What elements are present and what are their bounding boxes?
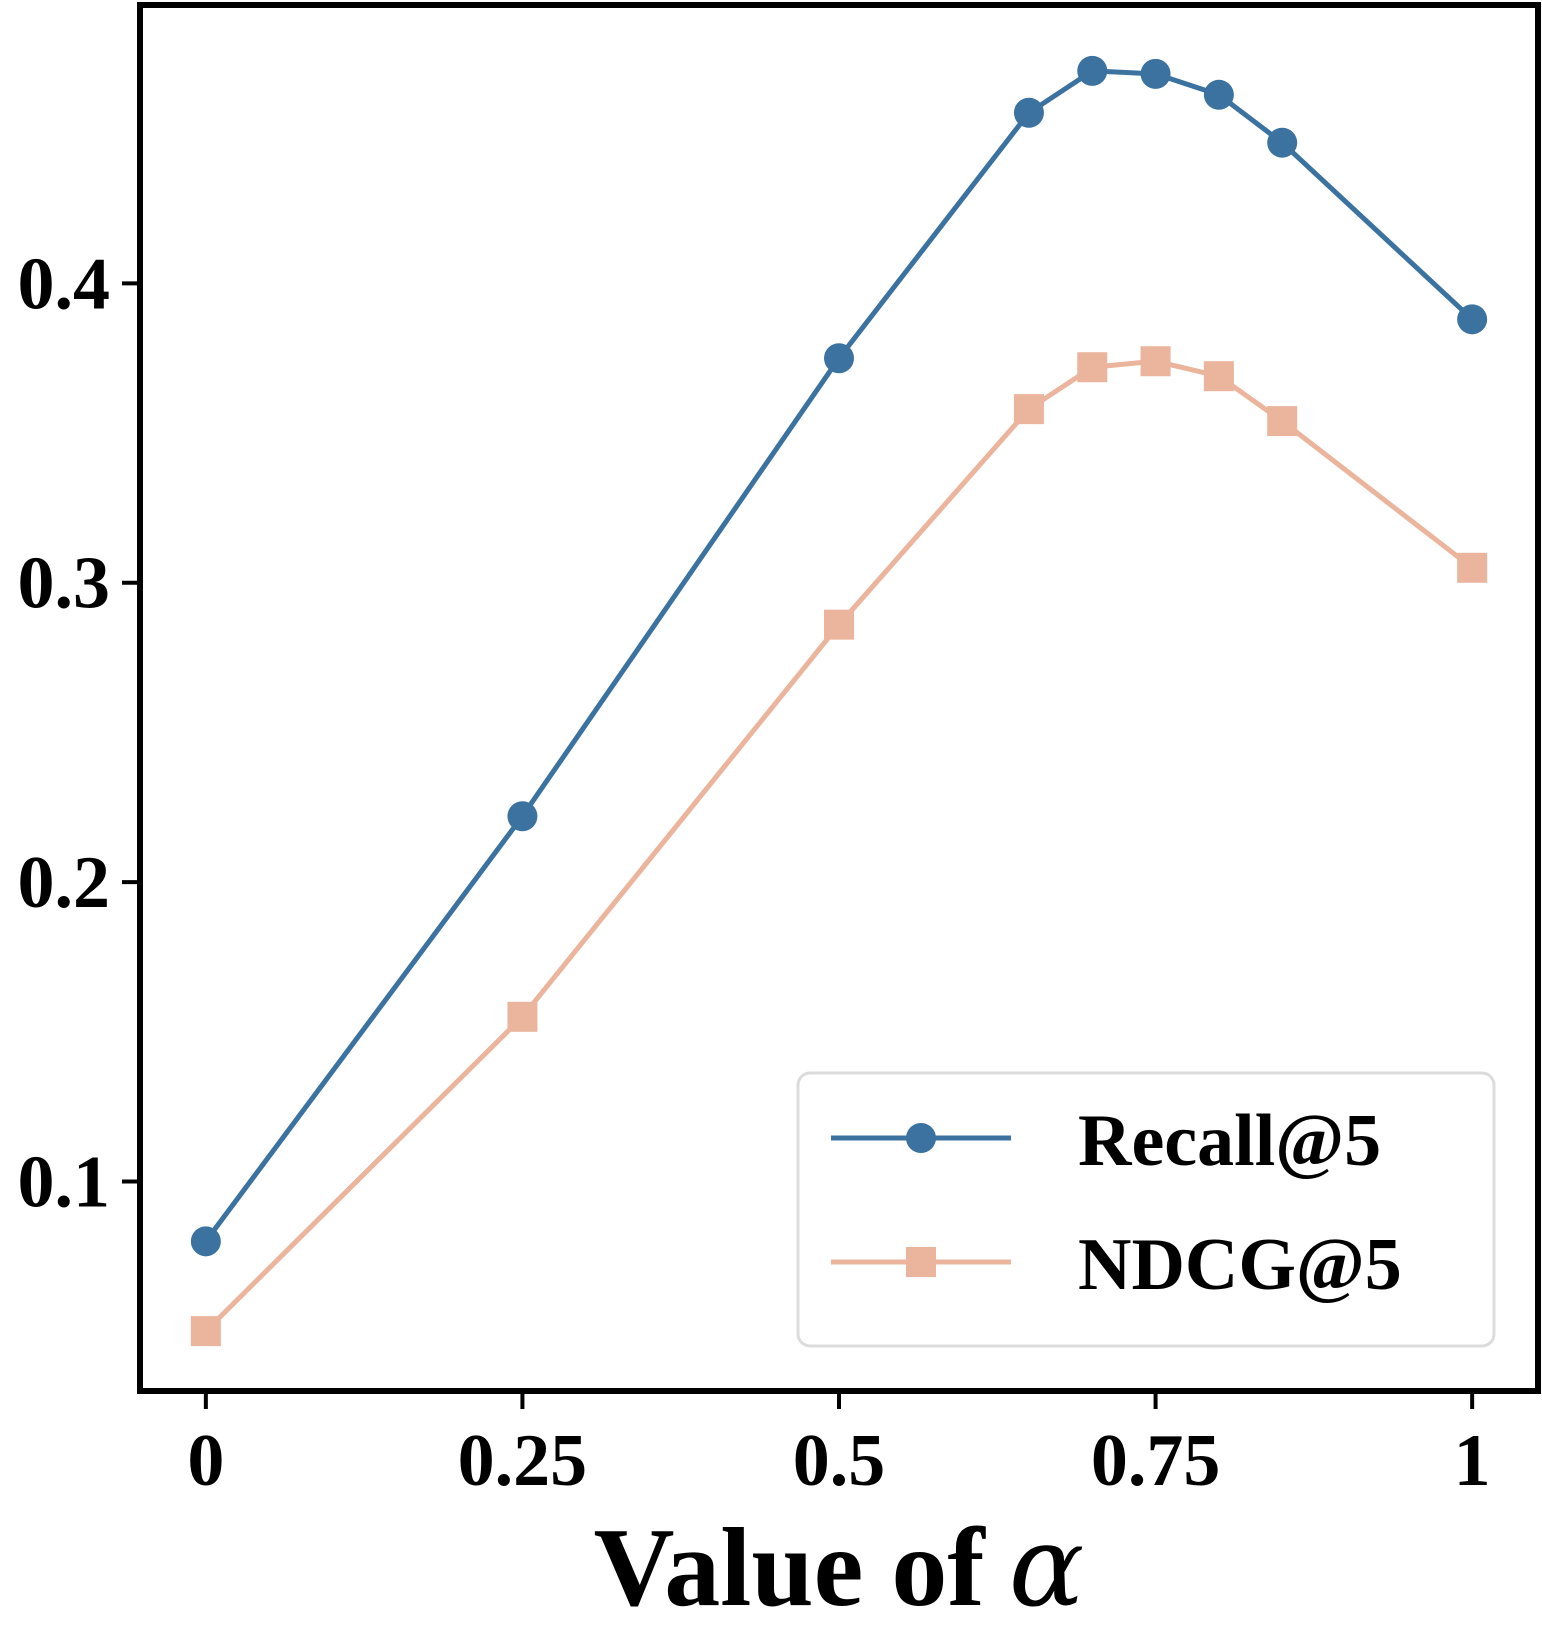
x-tick-label: 1	[1454, 1420, 1491, 1502]
x-tick-label: 0.5	[793, 1420, 886, 1502]
data-point-ndcg-5	[824, 609, 854, 640]
y-tick-label: 0.3	[18, 543, 111, 625]
legend-label: NDCG@5	[1078, 1224, 1402, 1306]
data-point-ndcg-5	[1267, 406, 1298, 437]
legend-entry-ndcg-5: NDCG@5	[831, 1224, 1402, 1306]
data-point-recall-5	[507, 801, 538, 832]
y-tick-label: 0.4	[18, 243, 111, 325]
legend-entry-recall-5: Recall@5	[831, 1100, 1381, 1182]
data-point-recall-5	[1077, 55, 1108, 86]
data-point-recall-5	[1267, 127, 1298, 158]
series-layer	[190, 55, 1488, 1347]
legend-label: Recall@5	[1078, 1100, 1381, 1182]
data-point-ndcg-5	[1140, 346, 1171, 377]
legend: Recall@5 NDCG@5	[796, 1071, 1496, 1348]
data-point-recall-5	[190, 1226, 221, 1257]
legend-marker	[906, 1247, 936, 1277]
data-point-recall-5	[1203, 79, 1234, 110]
x-tick-label: 0	[187, 1420, 224, 1502]
data-point-recall-5	[1140, 58, 1171, 89]
y-tick-label: 0.2	[18, 842, 111, 924]
x-tick-label: 0.25	[458, 1420, 588, 1502]
data-point-ndcg-5	[507, 1001, 538, 1032]
legend-marker	[906, 1123, 936, 1153]
data-point-ndcg-5	[1013, 394, 1044, 425]
series-ndcg-5	[190, 346, 1488, 1347]
legend-box	[796, 1071, 1496, 1348]
data-point-ndcg-5	[1457, 552, 1488, 583]
ticks-layer: 0.1 0.2 0.3 0.4 0 0.25 0.5 0.75 1	[18, 243, 1491, 1502]
data-point-recall-5	[1457, 304, 1488, 335]
data-point-ndcg-5	[1077, 352, 1108, 383]
series-recall-5	[190, 55, 1488, 1257]
data-point-recall-5	[1013, 97, 1044, 128]
y-tick-label: 0.1	[18, 1141, 111, 1223]
data-point-recall-5	[824, 343, 854, 374]
x-axis-label: Value of α	[594, 1502, 1085, 1628]
data-point-ndcg-5	[1203, 361, 1234, 392]
x-tick-label: 0.75	[1091, 1420, 1221, 1502]
data-point-ndcg-5	[190, 1316, 221, 1347]
